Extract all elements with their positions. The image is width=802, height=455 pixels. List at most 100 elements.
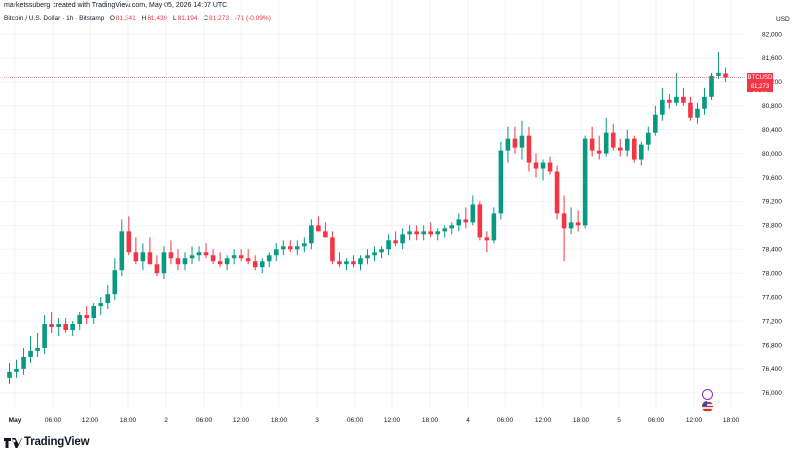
candle xyxy=(56,318,61,336)
candle-body xyxy=(414,231,419,235)
candle xyxy=(526,126,532,172)
candle xyxy=(161,246,167,280)
time-tick-label: 18:00 xyxy=(422,417,439,424)
candle-body xyxy=(49,324,54,328)
symbol-title: Bitcoin / U.S. Dollar · 1h · Bitstamp xyxy=(4,15,105,22)
candle xyxy=(98,297,104,316)
close-value: 81,273 xyxy=(209,15,229,22)
candle xyxy=(273,243,279,262)
candle xyxy=(302,237,307,253)
candle-body xyxy=(596,150,602,154)
candle-body xyxy=(189,255,195,259)
candle xyxy=(723,67,728,83)
candle-body xyxy=(674,96,679,103)
candle xyxy=(7,362,12,384)
candle-body xyxy=(723,73,728,78)
time-tick-label: 18:00 xyxy=(573,417,590,424)
candle-body xyxy=(302,243,307,247)
candle-body xyxy=(526,135,532,163)
price-chart[interactable]: 82,00081,60081,20080,80080,40080,00079,6… xyxy=(0,0,802,430)
candle xyxy=(484,231,490,253)
candle-body xyxy=(288,246,293,250)
candle xyxy=(582,135,588,229)
price-tag-countdown: 52:21 xyxy=(752,92,768,98)
candle-body xyxy=(393,240,398,244)
candle xyxy=(393,231,398,247)
candle-body xyxy=(498,150,504,214)
candle-body xyxy=(133,252,139,262)
candle-body xyxy=(484,237,490,241)
symbol-legend: Bitcoin / U.S. Dollar · 1h · Bitstamp O 8… xyxy=(4,15,271,22)
candle xyxy=(702,87,707,115)
candle-body xyxy=(259,261,265,268)
candle-body xyxy=(681,96,686,103)
candle-body xyxy=(653,114,658,133)
time-tick-label: 12:00 xyxy=(384,417,401,424)
candle-body xyxy=(196,252,202,256)
candle xyxy=(498,141,504,220)
candle xyxy=(42,315,47,354)
candle-body xyxy=(295,246,300,250)
candle-body xyxy=(245,258,251,262)
candle-body xyxy=(323,231,328,238)
candle xyxy=(224,255,230,271)
time-tick-label: 06:00 xyxy=(45,417,62,424)
candle xyxy=(624,129,630,157)
candle xyxy=(610,123,616,151)
price-tick-label: 76,400 xyxy=(762,366,782,373)
time-tick-label: 2 xyxy=(164,417,168,424)
candle-body xyxy=(421,231,426,235)
candle-body xyxy=(709,75,714,97)
candle xyxy=(674,72,679,106)
candle-body xyxy=(603,132,609,154)
candle xyxy=(217,252,223,268)
candle-body xyxy=(568,222,574,229)
low-value: 81,194 xyxy=(177,15,198,22)
candle-body xyxy=(182,258,188,265)
candle xyxy=(421,225,426,241)
candle xyxy=(463,207,469,229)
candle xyxy=(252,255,258,271)
candle xyxy=(196,246,202,262)
candle-body xyxy=(631,138,637,160)
candle xyxy=(407,225,412,241)
high-label: H xyxy=(141,15,147,22)
candle-body xyxy=(337,261,342,265)
price-tick-label: 81,600 xyxy=(762,55,782,62)
time-tick-label: 18:00 xyxy=(271,417,288,424)
candle xyxy=(84,306,90,325)
candle-body xyxy=(610,132,616,148)
candle-body xyxy=(589,138,595,151)
candle xyxy=(554,165,560,220)
candle-body xyxy=(91,306,97,319)
price-tick-label: 79,200 xyxy=(762,199,782,206)
candle-body xyxy=(351,261,356,265)
candle xyxy=(505,126,511,163)
candle-body xyxy=(667,99,672,103)
candle xyxy=(456,213,462,232)
candles xyxy=(7,51,728,384)
candle xyxy=(695,102,700,124)
candle xyxy=(154,255,160,277)
candle xyxy=(372,246,377,262)
grid-lines xyxy=(0,0,745,408)
candle-body xyxy=(119,231,125,271)
candle xyxy=(140,243,146,271)
candle xyxy=(77,312,82,331)
candle-body xyxy=(140,252,146,262)
candle-body xyxy=(617,147,623,151)
change-value: -71 (-0.09%) xyxy=(234,15,271,22)
candle-body xyxy=(70,324,75,331)
event-icon[interactable] xyxy=(702,389,713,400)
candle-body xyxy=(224,258,230,265)
candle xyxy=(709,72,714,100)
close-label: C xyxy=(203,15,209,22)
candle-body xyxy=(547,162,553,172)
candle-body xyxy=(372,252,377,256)
candle-body xyxy=(316,225,321,232)
open-label: O xyxy=(109,15,115,22)
us-flag-icon[interactable] xyxy=(702,401,713,412)
candle-body xyxy=(252,261,258,268)
price-axis: 82,00081,60081,20080,80080,40080,00079,6… xyxy=(762,31,782,397)
candle xyxy=(112,258,118,301)
